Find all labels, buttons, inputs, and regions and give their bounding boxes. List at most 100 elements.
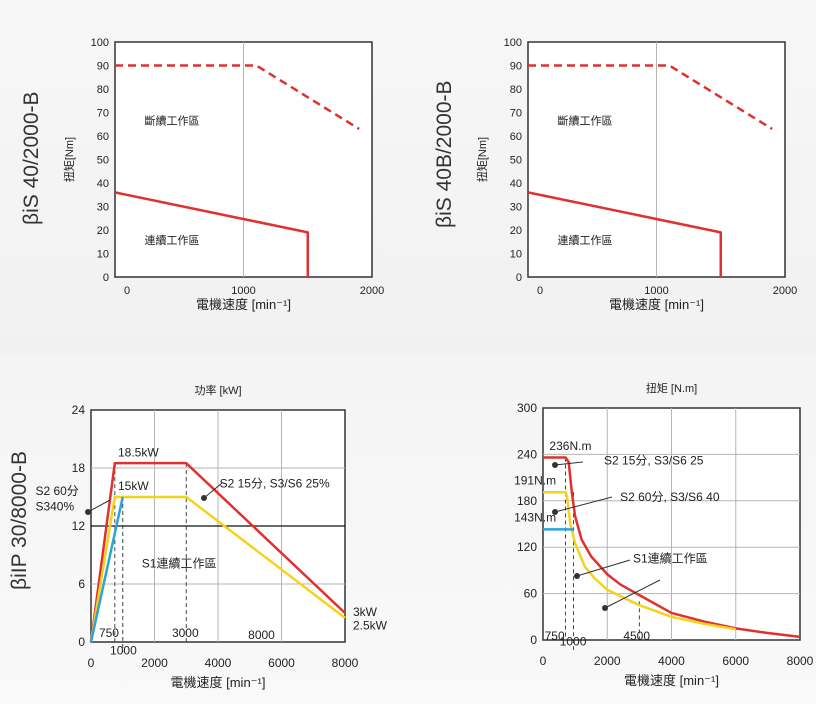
annotation: 15kW xyxy=(118,479,149,493)
series-line-0 xyxy=(543,456,801,639)
series-line-1 xyxy=(114,191,309,277)
y-tick-label: 50 xyxy=(510,155,522,167)
y-tick-label: 240 xyxy=(517,447,537,461)
y-tick-label: 80 xyxy=(510,84,522,96)
x-tick-label: 8000 xyxy=(787,654,814,668)
arrow-head xyxy=(602,605,608,611)
y-tick-label: 60 xyxy=(524,587,538,601)
pointer-arrow xyxy=(87,499,111,513)
annotation: 18.5kW xyxy=(118,445,159,459)
annotation: S2 15分, S3/S6 25 xyxy=(604,453,704,467)
x-tick-label: 0 xyxy=(537,285,543,297)
x-tick-label: 2000 xyxy=(773,285,797,297)
series-line-0 xyxy=(115,64,360,131)
y-tick-label: 10 xyxy=(97,249,109,261)
x-axis-label: 電機速度 [min⁻¹] xyxy=(196,297,291,312)
y-tick-label: 80 xyxy=(97,84,109,96)
x-tick-label: 2000 xyxy=(360,285,384,297)
annotation: 連續工作區 xyxy=(558,233,613,247)
x-tick-label: 0 xyxy=(540,654,547,668)
annotation: 191N.m xyxy=(514,474,556,488)
annotation: 143N.m xyxy=(514,511,556,525)
annotation: 750 xyxy=(545,629,565,643)
annotation: 8000 xyxy=(248,628,275,642)
x-tick-label: 0 xyxy=(88,656,95,670)
y-tick-label: 70 xyxy=(97,108,109,120)
x-tick-label: 4000 xyxy=(205,656,232,670)
y-tick-label: 100 xyxy=(504,37,522,49)
x-tick-label: 8000 xyxy=(332,656,359,670)
annotation: 2.5kW xyxy=(353,618,388,632)
y-tick-label: 60 xyxy=(97,131,109,143)
series-line-1 xyxy=(89,495,346,643)
annotation: S1連續工作區 xyxy=(142,556,217,571)
annotation: S2 60分, S3/S6 40 xyxy=(620,490,720,504)
arrow-head xyxy=(201,495,207,501)
annotation: 236N.m xyxy=(549,439,591,453)
y-tick-label: 0 xyxy=(530,633,537,647)
x-axis-label: 電機速度 [min⁻¹] xyxy=(624,673,719,688)
series-line-0 xyxy=(89,461,346,643)
x-tick-label: 2000 xyxy=(594,654,621,668)
y-tick-label: 120 xyxy=(517,540,537,554)
series-line-2 xyxy=(89,496,124,643)
pointer-arrow xyxy=(203,482,223,499)
arrow-head xyxy=(552,462,558,468)
annotation: 連續工作區 xyxy=(145,233,200,247)
x-tick-label: 6000 xyxy=(268,656,295,670)
chart-title: 功率 [kW] xyxy=(194,383,241,397)
y-tick-label: 24 xyxy=(72,403,86,417)
pointer-arrow xyxy=(554,496,613,513)
pointer-arrow xyxy=(554,461,584,466)
x-axis-label: 電機速度 [min⁻¹] xyxy=(171,675,266,690)
y-tick-label: 30 xyxy=(510,202,522,214)
x-tick-label: 2000 xyxy=(141,656,168,670)
y-tick-label: 300 xyxy=(517,401,537,415)
annotation: 3000 xyxy=(172,626,199,640)
y-tick-label: 12 xyxy=(72,519,86,533)
y-tick-label: 60 xyxy=(510,131,522,143)
y-tick-label: 90 xyxy=(510,61,522,73)
series-line-1 xyxy=(527,191,722,277)
annotation: 1000 xyxy=(110,644,137,658)
y-tick-label: 10 xyxy=(510,249,522,261)
y-tick-label: 0 xyxy=(516,272,522,284)
annotation: S2 60分 xyxy=(35,484,78,498)
annotation: 4500 xyxy=(623,629,650,643)
y-tick-label: 100 xyxy=(91,37,109,49)
y-tick-label: 30 xyxy=(97,202,109,214)
y-tick-label: 180 xyxy=(517,494,537,508)
y-axis-label: 扭矩[Nm] xyxy=(475,137,489,182)
y-tick-label: 0 xyxy=(103,272,109,284)
y-axis-label: 扭矩[Nm] xyxy=(62,137,76,182)
arrow-head xyxy=(552,509,558,515)
annotation: 750 xyxy=(99,626,119,640)
y-tick-label: 40 xyxy=(510,178,522,190)
annotation: 1000 xyxy=(560,634,587,648)
x-tick-label: 4000 xyxy=(658,654,685,668)
x-tick-label: 1000 xyxy=(231,285,255,297)
x-tick-label: 1000 xyxy=(644,285,668,297)
y-tick-label: 20 xyxy=(97,225,109,237)
y-tick-label: 50 xyxy=(97,155,109,167)
pointer-arrow xyxy=(576,559,631,577)
series-line-0 xyxy=(528,64,773,131)
annotation: 斷續工作區 xyxy=(145,113,200,127)
y-tick-label: 0 xyxy=(78,635,85,649)
chart-title: 扭矩 [N.m] xyxy=(646,381,697,395)
y-tick-label: 20 xyxy=(510,225,522,237)
x-axis-label: 電機速度 [min⁻¹] xyxy=(609,297,704,312)
annotation: S2 15分, S3/S6 25% xyxy=(220,476,330,490)
x-tick-label: 0 xyxy=(124,285,130,297)
y-tick-label: 70 xyxy=(510,108,522,120)
arrow-head xyxy=(574,573,580,579)
annotation: S340% xyxy=(35,500,74,514)
annotation: 3kW xyxy=(353,605,378,619)
annotation: S1連續工作區 xyxy=(633,551,708,566)
x-tick-label: 6000 xyxy=(722,654,749,668)
y-tick-label: 90 xyxy=(97,61,109,73)
arrow-head xyxy=(85,509,91,515)
y-tick-label: 18 xyxy=(72,461,86,475)
annotation: 斷續工作區 xyxy=(558,113,613,127)
